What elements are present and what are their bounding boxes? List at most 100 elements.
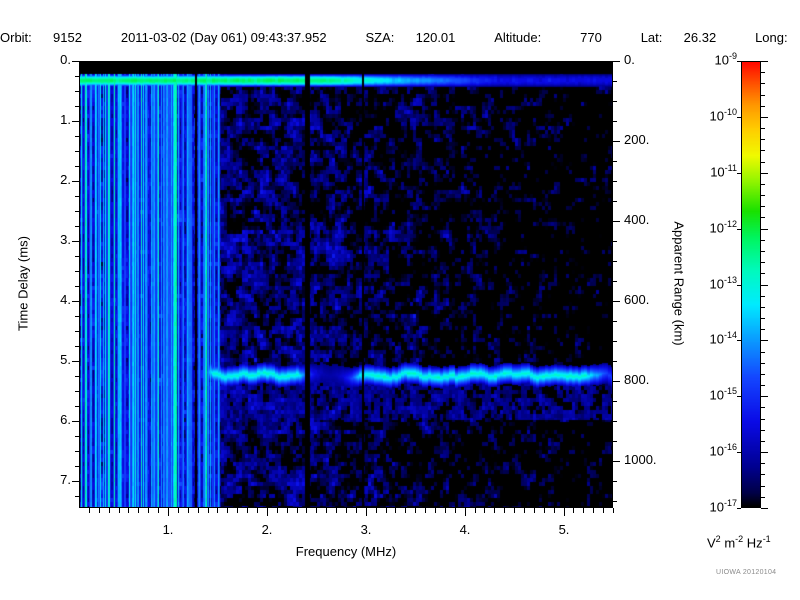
y2-axis-minor-tick — [613, 241, 617, 242]
colorbar-tick-label: 10-9 — [681, 51, 737, 67]
colorbar-tick-mantissa: 10 — [709, 220, 724, 236]
x-axis-tick — [267, 508, 268, 516]
colorbar-minor-tick — [761, 307, 765, 308]
y-axis-minor-tick — [75, 331, 79, 332]
y-axis-tick-label: 6. — [60, 412, 71, 427]
x-axis-minor-tick — [316, 508, 317, 513]
ionogram-plot-area[interactable] — [79, 61, 613, 508]
y-axis-tick-label: 4. — [60, 292, 71, 307]
colorbar-tick-mantissa: 10 — [709, 499, 724, 515]
x-axis-minor-tick — [534, 508, 535, 513]
colorbar-minor-tick — [761, 240, 765, 241]
colorbar-minor-tick — [761, 486, 765, 487]
y2-axis-tick — [613, 461, 620, 462]
y2-axis-minor-tick — [613, 101, 617, 102]
x-axis-minor-tick — [494, 508, 495, 513]
ionogram-heatmap[interactable] — [80, 62, 612, 507]
x-axis-minor-tick — [158, 508, 159, 513]
colorbar-minor-tick — [761, 318, 765, 319]
colorbar-tick-mantissa: 10 — [709, 387, 724, 403]
colorbar-tick-left — [737, 452, 741, 453]
y-axis-minor-tick — [75, 286, 79, 287]
x-axis-minor-tick — [376, 508, 377, 513]
colorbar-tick-mantissa: 10 — [709, 276, 724, 292]
y-axis-minor-tick — [75, 316, 79, 317]
y2-axis-tick-label: 400. — [624, 212, 650, 227]
colorbar-minor-tick — [761, 407, 765, 408]
y-axis-minor-tick — [75, 166, 79, 167]
y-axis-minor-tick — [75, 406, 79, 407]
x-axis-tick-label: 5. — [558, 522, 570, 537]
colorbar-tick-label: 10-11 — [681, 163, 737, 179]
x-axis-tick — [564, 508, 565, 516]
y-axis-tick-label: 3. — [60, 232, 71, 247]
y2-axis-tick — [613, 221, 620, 222]
y-axis-minor-tick — [75, 226, 79, 227]
colorbar-tick — [761, 229, 768, 230]
y-axis-tick-label: 1. — [60, 112, 71, 127]
y-axis-minor-tick — [75, 496, 79, 497]
x-axis-minor-tick — [386, 508, 387, 513]
x-axis-title: Frequency (MHz) — [295, 544, 397, 559]
colorbar-tick — [761, 508, 768, 509]
y2-axis-tick-label: 1000. — [624, 452, 657, 467]
y2-axis-minor-tick — [613, 481, 617, 482]
colorbar-minor-tick — [761, 184, 765, 185]
y2-axis-minor-tick — [613, 441, 617, 442]
y-axis-minor-tick — [75, 436, 79, 437]
colorbar-tick-mantissa: 10 — [710, 164, 725, 180]
colorbar-tick-exponent: -15 — [723, 386, 737, 396]
x-axis-minor-tick — [445, 508, 446, 513]
colorbar-tick — [761, 173, 768, 174]
x-axis-minor-tick — [138, 508, 139, 513]
x-axis-minor-tick — [148, 508, 149, 513]
colorbar-minor-tick — [761, 441, 765, 442]
x-axis-minor-tick — [99, 508, 100, 513]
colorbar-tick-exponent: -9 — [728, 51, 737, 61]
lat-label: Lat: — [640, 30, 663, 45]
sza-label: SZA: — [365, 30, 395, 45]
colorbar-tick — [761, 285, 768, 286]
altitude-label: Altitude: — [494, 30, 542, 45]
x-axis-tick — [366, 508, 367, 516]
x-axis-minor-tick — [573, 508, 574, 513]
colorbar[interactable] — [741, 61, 761, 508]
plot-header: Orbit: 9152 2011-03-02 (Day 061) 09:43:3… — [0, 30, 800, 45]
y-axis-tick — [72, 61, 79, 62]
colorbar-minor-tick — [761, 128, 765, 129]
colorbar-minor-tick — [761, 150, 765, 151]
x-axis-minor-tick — [277, 508, 278, 513]
colorbar-minor-tick — [761, 95, 765, 96]
x-axis-tick — [465, 508, 466, 516]
x-axis-minor-tick — [257, 508, 258, 513]
colorbar-minor-tick — [761, 83, 765, 84]
y-axis-tick-label: 7. — [60, 472, 71, 487]
x-axis-minor-tick — [544, 508, 545, 513]
colorbar-minor-tick — [761, 474, 765, 475]
colorbar-tick-left — [737, 396, 741, 397]
colorbar-tick-left — [737, 285, 741, 286]
x-axis-minor-tick — [613, 508, 614, 513]
y-axis-minor-tick — [75, 466, 79, 467]
unit-hz-exp: -1 — [762, 534, 771, 544]
colorbar-minor-tick — [761, 162, 765, 163]
colorbar-tick — [761, 61, 768, 62]
x-axis-minor-tick — [198, 508, 199, 513]
x-axis-minor-tick — [287, 508, 288, 513]
altitude-value: 770 — [580, 30, 602, 45]
y-axis-minor-tick — [75, 256, 79, 257]
colorbar-tick-exponent: -13 — [723, 275, 737, 285]
colorbar-minor-tick — [761, 262, 765, 263]
x-axis-minor-tick — [415, 508, 416, 513]
colorbar-tick-label: 10-14 — [681, 330, 737, 346]
x-axis-minor-tick — [336, 508, 337, 513]
x-axis-minor-tick — [395, 508, 396, 513]
y2-axis-minor-tick — [613, 201, 617, 202]
x-axis-minor-tick — [306, 508, 307, 513]
colorbar-tick-mantissa: 10 — [709, 443, 724, 459]
y2-axis-minor-tick — [613, 361, 617, 362]
credit-text: UIOWA 20120104 — [716, 569, 777, 576]
colorbar-minor-tick — [761, 329, 765, 330]
x-axis-minor-tick — [455, 508, 456, 513]
y-axis-tick-label: 5. — [60, 352, 71, 367]
